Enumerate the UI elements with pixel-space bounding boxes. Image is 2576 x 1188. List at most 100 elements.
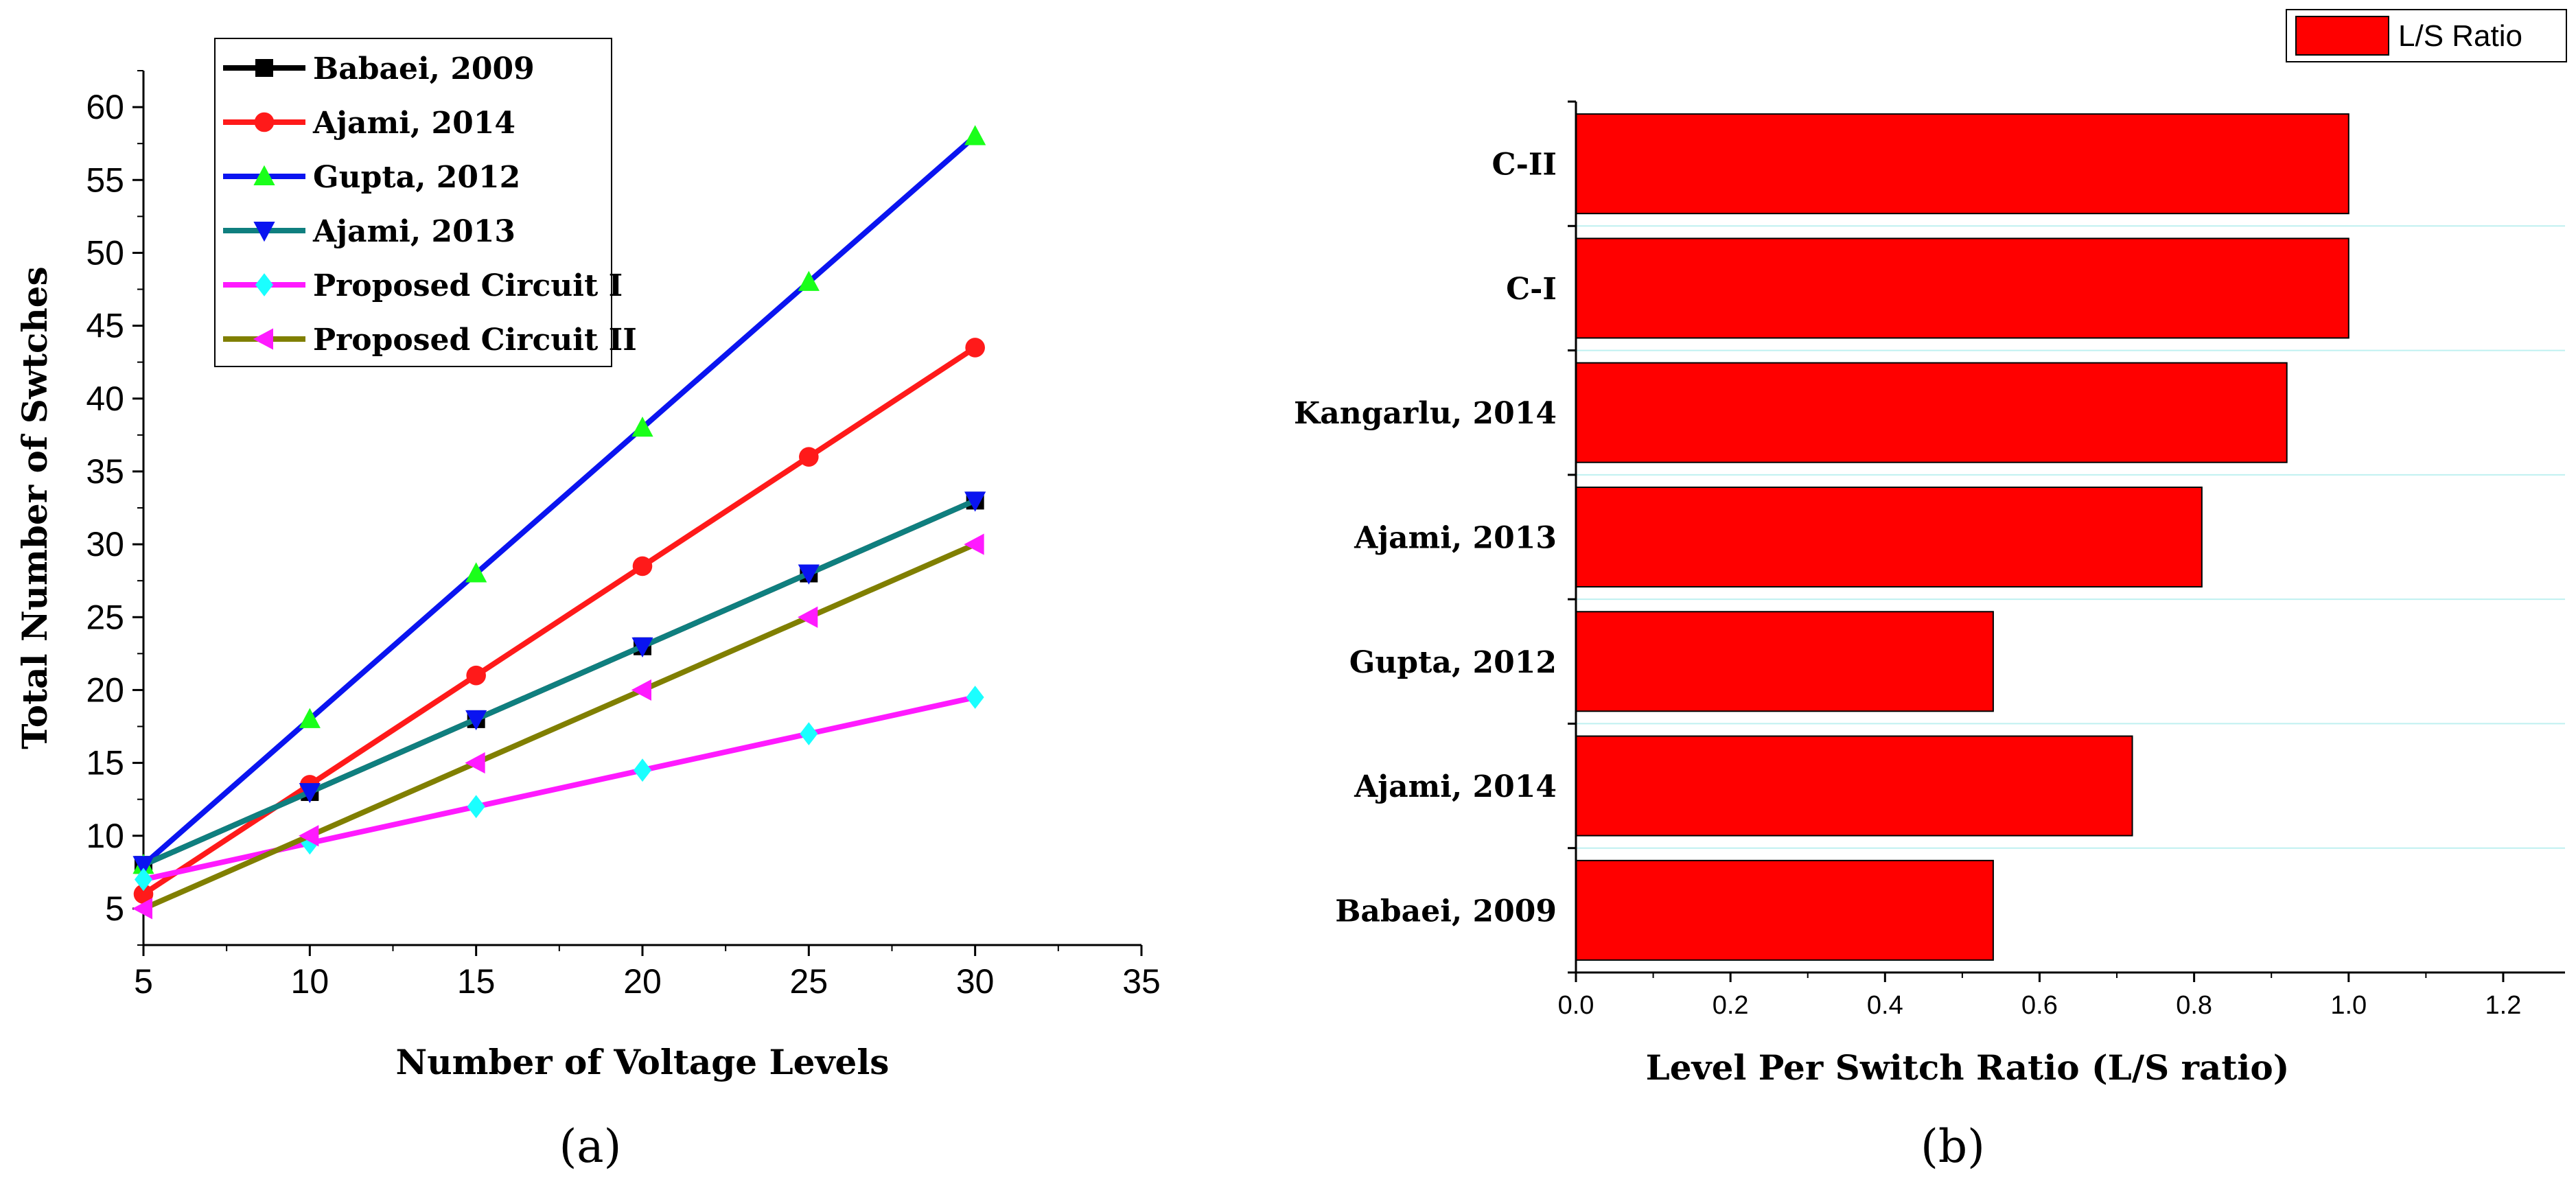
y-tick-label-c-ii: C-II [1492, 148, 1557, 183]
legend-marker-proposed-circuit-ii [253, 328, 273, 350]
x-tick-label: 35 [1122, 962, 1161, 1001]
data-point-proposed-circuit-ii [631, 679, 651, 701]
x-tick-label: 1.2 [2485, 991, 2522, 1020]
y-tick-label: 30 [86, 525, 124, 563]
x-tick-label: 0.8 [2176, 991, 2212, 1020]
panel-label-a: (a) [559, 1120, 622, 1173]
data-point-proposed-circuit-ii [964, 533, 984, 555]
data-point-ajami-2014 [965, 338, 985, 358]
x-axis-label: Level Per Switch Ratio (L/S ratio) [1646, 1047, 2290, 1088]
y-tick-label: 55 [86, 161, 124, 199]
legend-swatch [2295, 16, 2389, 56]
x-tick-label: 20 [623, 962, 662, 1001]
y-tick-label: 60 [86, 88, 124, 126]
legend-box [214, 38, 612, 367]
bar-c-ii [1575, 113, 2349, 215]
data-point-proposed-circuit-ii [798, 606, 818, 628]
data-point-gupta-2012 [465, 562, 487, 583]
y-tick-label: 40 [86, 380, 124, 418]
bar-gupta-2012 [1575, 611, 1994, 712]
series-line-proposed-circuit-ii [142, 541, 977, 911]
series-gupta-2012 [132, 125, 986, 874]
legend-marker-ajami-2014 [254, 112, 275, 132]
data-point-ajami-2013 [299, 783, 321, 804]
data-point-ajami-2013 [132, 856, 154, 876]
data-point-gupta-2012 [798, 270, 820, 291]
x-axis-label: Number of Voltage Levels [396, 1042, 890, 1082]
panel-b: Babaei, 2009 Ajami, 2014 Gupta, 2012 Ajami,… [1294, 9, 2567, 1173]
y-tick-label-c-i: C-I [1506, 272, 1557, 307]
legend-label-ajami-2014: Ajami, 2014 [312, 106, 515, 141]
y-tick-label-ajami-2014: Ajami, 2014 [1354, 769, 1557, 804]
legend-label-gupta-2012: Gupta, 2012 [313, 160, 520, 195]
legend-a: Babaei, 2009 Ajami, 2014 Gupta, 2012 Ajami,… [214, 38, 637, 367]
legend-label: L/S Ratio [2398, 19, 2522, 53]
x-tick-label: 0.6 [2021, 991, 2058, 1020]
data-point-gupta-2012 [299, 708, 321, 728]
data-point-proposed-circuit-ii [299, 825, 319, 847]
bar-ajami-2014 [1575, 735, 2133, 837]
data-point-ajami-2013 [631, 637, 653, 657]
legend-marker-proposed-circuit-i [255, 273, 273, 296]
data-point-proposed-circuit-i [634, 758, 651, 782]
y-tick-label-gupta-2012: Gupta, 2012 [1349, 645, 1557, 680]
bar-c-i [1575, 237, 2349, 339]
data-point-proposed-circuit-i [966, 686, 984, 709]
data-point-ajami-2014 [799, 447, 819, 467]
legend-b: L/S Ratio [2286, 9, 2567, 62]
data-point-gupta-2012 [631, 416, 653, 437]
y-tick-label: 20 [86, 671, 124, 709]
y-tick-label-babaei-2009: Babaei, 2009 [1335, 894, 1557, 929]
data-point-ajami-2013 [964, 491, 986, 512]
data-point-ajami-2014 [632, 556, 653, 576]
x-tick-label: 5 [134, 962, 153, 1001]
series-ajami-2013 [132, 491, 986, 876]
data-point-ajami-2013 [798, 564, 820, 585]
data-point-proposed-circuit-i [135, 867, 152, 892]
x-tick-label: 30 [956, 962, 995, 1001]
series-line-ajami-2013 [142, 498, 977, 867]
legend-label-babaei-2009: Babaei, 2009 [313, 51, 535, 86]
series-line-gupta-2012 [141, 134, 977, 867]
y-tick-label: 45 [86, 307, 124, 345]
y-tick-label: 10 [86, 817, 124, 855]
data-point-proposed-circuit-i [800, 722, 818, 746]
data-point-ajami-2013 [465, 710, 487, 731]
data-point-ajami-2014 [466, 665, 486, 686]
y-tick-label: 35 [86, 452, 124, 491]
legend-label-proposed-circuit-ii: Proposed Circuit II [313, 323, 637, 358]
bar-babaei-2009 [1575, 859, 1994, 961]
y-tick-label: 15 [86, 744, 124, 782]
y-tick-label: 5 [105, 889, 124, 928]
x-tick-label: 25 [790, 962, 828, 1001]
x-tick-label: 1.0 [2330, 991, 2367, 1020]
legend-marker-babaei-2009 [255, 59, 273, 77]
x-tick-label: 0.2 [1713, 991, 1749, 1020]
legend-marker-gupta-2012 [253, 165, 275, 185]
legend-marker-ajami-2013 [253, 222, 275, 242]
x-tick-label: 10 [291, 962, 329, 1001]
x-tick-label: 0.4 [1867, 991, 1903, 1020]
bar-kangarlu-2014 [1575, 362, 2288, 463]
legend-label-ajami-2013: Ajami, 2013 [312, 214, 515, 249]
panel-a: 5 10 15 20 25 30 35 5 10 15 20 25 30 35 40 45 50 55 60 Numb… [14, 38, 1161, 1173]
series-proposed-circuit-ii [132, 533, 984, 920]
data-point-ajami-2014 [133, 884, 154, 904]
data-point-proposed-circuit-ii [465, 752, 485, 774]
y-tick-label: 25 [86, 598, 124, 636]
y-tick-label: 50 [86, 233, 124, 272]
data-point-gupta-2012 [964, 125, 986, 145]
x-tick-label: 0.0 [1558, 991, 1594, 1020]
panel-label-b: (b) [1921, 1120, 1985, 1173]
x-tick-label: 15 [457, 962, 496, 1001]
series-proposed-circuit-i [135, 686, 984, 892]
y-tick-label-ajami-2013: Ajami, 2013 [1354, 521, 1557, 556]
data-point-proposed-circuit-i [467, 795, 485, 819]
legend-label-proposed-circuit-i: Proposed Circuit I [313, 268, 623, 303]
y-tick-label-kangarlu-2014: Kangarlu, 2014 [1294, 396, 1557, 431]
y-axis-label: Total Number of Swtches [14, 266, 55, 749]
series-ajami-2014 [133, 338, 985, 904]
data-point-proposed-circuit-ii [132, 898, 152, 920]
